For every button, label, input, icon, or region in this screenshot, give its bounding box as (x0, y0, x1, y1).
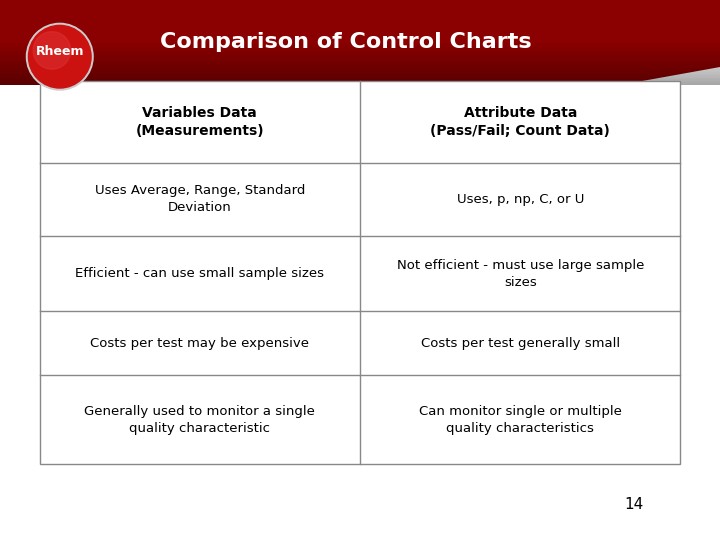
Bar (0, 70, 720, 71)
Circle shape (29, 25, 91, 88)
Bar (0, 21, 720, 23)
Bar (0, 57, 720, 58)
Bar (0, 2, 720, 3)
Bar (0, 27, 720, 28)
Bar (0, 11, 720, 13)
Bar (0, 55, 720, 57)
Bar (0, 77, 720, 78)
Bar (0, 78, 720, 79)
Bar (0, 73, 720, 75)
Bar (0, 14, 720, 16)
Bar (0, 39, 720, 41)
Bar (0, 24, 720, 25)
Bar (0, 58, 720, 59)
Bar (0, 4, 720, 5)
Bar (0, 45, 720, 47)
Bar (0, 61, 720, 62)
Bar (0, 0, 720, 2)
Bar (0, 68, 720, 70)
Bar (0, 7, 720, 9)
Bar (0, 72, 720, 73)
Bar (0, 84, 720, 85)
Bar (0, 9, 720, 10)
Text: Comparison of Control Charts: Comparison of Control Charts (160, 32, 531, 52)
Text: Rheem: Rheem (35, 45, 84, 58)
Bar (0, 30, 720, 31)
Text: Generally used to monitor a single
quality characteristic: Generally used to monitor a single quali… (84, 404, 315, 435)
Bar (0, 44, 720, 45)
Text: Not efficient - must use large sample
sizes: Not efficient - must use large sample si… (397, 259, 644, 289)
Bar (0, 50, 720, 51)
Bar (0, 23, 720, 24)
Circle shape (27, 23, 93, 90)
Bar (0, 85, 720, 540)
Text: Can monitor single or multiple
quality characteristics: Can monitor single or multiple quality c… (419, 404, 621, 435)
Bar (0, 36, 720, 37)
Text: Costs per test may be expensive: Costs per test may be expensive (90, 336, 310, 349)
Bar (0, 3, 720, 4)
Bar (0, 18, 720, 20)
Text: Uses Average, Range, Standard
Deviation: Uses Average, Range, Standard Deviation (94, 184, 305, 214)
Text: 14: 14 (624, 497, 643, 512)
Polygon shape (0, 0, 720, 85)
Bar (0, 31, 720, 32)
Bar (0, 47, 720, 48)
Bar (0, 25, 720, 27)
Bar (0, 5, 720, 7)
Bar (40, 81, 680, 464)
Bar (0, 17, 720, 18)
Bar (0, 64, 720, 65)
Circle shape (33, 32, 71, 69)
Bar (0, 82, 720, 84)
Bar (0, 59, 720, 61)
Text: Efficient - can use small sample sizes: Efficient - can use small sample sizes (76, 267, 324, 280)
Bar (0, 43, 720, 44)
Bar (0, 66, 720, 68)
Bar (0, 38, 720, 39)
Bar (0, 20, 720, 21)
Text: Costs per test generally small: Costs per test generally small (420, 336, 620, 349)
Bar (0, 65, 720, 66)
Bar (0, 28, 720, 30)
Bar (0, 71, 720, 72)
Bar (0, 51, 720, 52)
Bar (0, 41, 720, 43)
Bar (0, 48, 720, 50)
Bar (0, 10, 720, 11)
Bar (0, 81, 720, 82)
Bar (0, 37, 720, 38)
Bar (0, 52, 720, 54)
Bar (0, 54, 720, 55)
Bar (0, 34, 720, 36)
Bar (0, 32, 720, 34)
Bar (0, 62, 720, 64)
Text: Attribute Data
(Pass/Fail; Count Data): Attribute Data (Pass/Fail; Count Data) (431, 106, 610, 138)
Bar (0, 79, 720, 81)
Bar (0, 75, 720, 77)
Bar (0, 16, 720, 17)
Text: Variables Data
(Measurements): Variables Data (Measurements) (135, 106, 264, 138)
Bar (0, 13, 720, 14)
Text: Uses, p, np, C, or U: Uses, p, np, C, or U (456, 193, 584, 206)
